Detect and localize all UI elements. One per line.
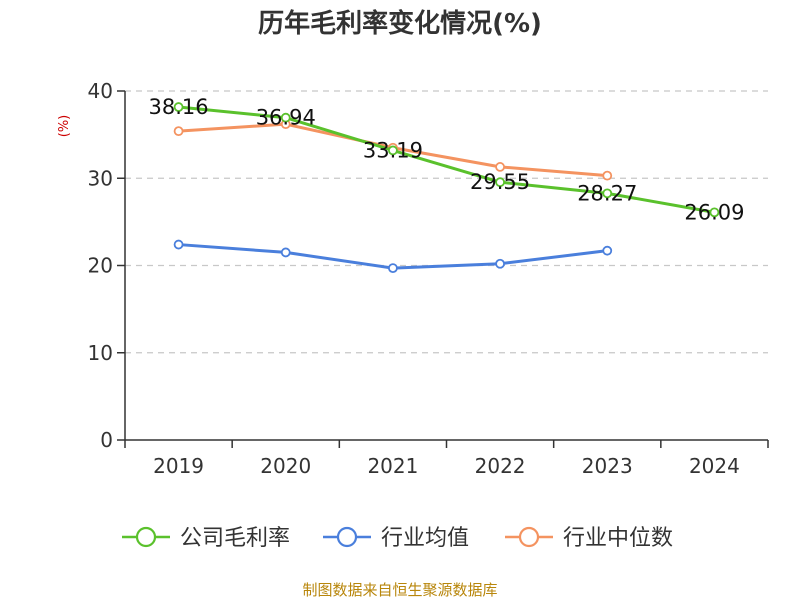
x-tick-label: 2022 [475,454,526,478]
y-axis-label: (%) [57,115,72,138]
grid-lines [125,90,768,354]
data-point [388,263,398,274]
data-point [495,177,505,188]
tick-labels: 0 10 20 30 40 2019 2020 2021 2022 2023 2024 [88,79,740,478]
legend-marker [336,526,358,548]
axes [117,90,769,448]
series-line [178,105,715,214]
data-label: 33.19 [363,138,423,162]
data-point [173,126,184,137]
data-label: 28.27 [577,181,637,205]
legend-label: 公司毛利率 [180,526,290,551]
data-point [602,188,613,199]
y-tick-label: 40 [88,79,113,103]
y-tick-label: 20 [88,254,113,278]
data-point [495,162,505,172]
data-label: 36.94 [256,106,316,130]
source-note: 制图数据来自恒生聚源数据库 [302,581,497,599]
legend-label: 行业中位数 [563,526,673,551]
legend-marker [135,526,157,548]
data-point [173,239,184,250]
data-point [173,102,184,112]
data-label: 38.16 [149,95,209,119]
data-label: 29.55 [470,170,530,194]
data-point [602,170,613,181]
legend-marker [518,526,540,548]
data-point [280,247,291,258]
legend[interactable]: 公司毛利率 行业均值 行业中位数 [122,526,673,551]
x-tick-label: 2023 [582,454,633,478]
data-point [709,207,720,218]
y-tick-label: 10 [88,341,113,365]
legend-label: 行业均值 [381,526,469,551]
data-point [280,112,291,123]
data-point [388,145,398,156]
x-tick-label: 2021 [367,454,418,478]
data-point [602,245,613,256]
data-point [495,258,505,269]
chart-title: 历年毛利率变化情况(%) [258,8,542,39]
x-tick-label: 2019 [153,454,204,478]
x-tick-label: 2024 [689,454,740,478]
series-group [173,102,720,274]
data-labels: 38.16 36.94 33.19 29.55 28.27 26.09 [149,95,745,224]
data-label: 26.09 [684,200,744,224]
y-tick-label: 0 [100,428,113,452]
y-tick-label: 30 [88,166,113,190]
x-tick-label: 2020 [260,454,311,478]
